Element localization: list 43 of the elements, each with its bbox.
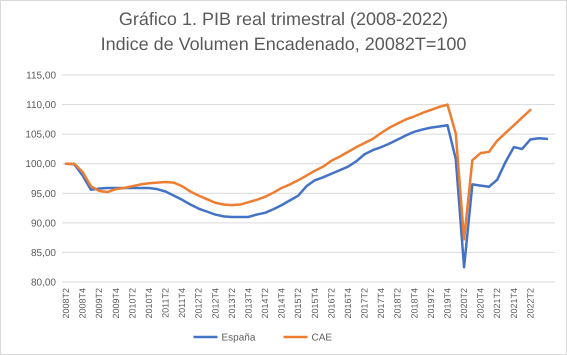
chart-title: Gráfico 1. PIB real trimestral (2008-2022) bbox=[118, 9, 448, 29]
x-tick-label: 2009T4 bbox=[110, 288, 121, 319]
x-tick-label: 2016T4 bbox=[342, 288, 353, 319]
y-tick-label: 95,00 bbox=[30, 188, 56, 200]
x-tick-label: 2015T2 bbox=[293, 288, 304, 319]
x-tick-label: 2010T2 bbox=[127, 288, 138, 319]
x-tick-label: 2010T4 bbox=[144, 288, 154, 319]
legend-label: España bbox=[222, 332, 256, 344]
x-tick-label: 2008T2 bbox=[61, 288, 71, 319]
y-tick-label: 100,00 bbox=[25, 159, 56, 170]
x-tick-label: 2012T2 bbox=[194, 288, 204, 319]
x-tick-label: 2019T4 bbox=[442, 288, 452, 319]
y-tick-label: 105,00 bbox=[25, 130, 56, 141]
x-tick-label: 2014T4 bbox=[276, 288, 287, 319]
x-tick-label: 2012T4 bbox=[210, 288, 220, 319]
x-tick-label: 2017T2 bbox=[360, 288, 370, 319]
x-tick-label: 2015T4 bbox=[310, 288, 320, 319]
x-tick-label: 2021T2 bbox=[492, 288, 502, 319]
y-tick-label: 90,00 bbox=[30, 218, 56, 230]
x-tick-label: 2018T4 bbox=[409, 288, 420, 319]
y-tick-label: 85,00 bbox=[30, 248, 56, 259]
x-tick-label: 2018T2 bbox=[392, 288, 403, 319]
x-tick-label: 2009T2 bbox=[94, 288, 104, 319]
chart-subtitle: Indice de Volumen Encadenado, 20082T=100 bbox=[100, 34, 466, 54]
x-tick-label: 2014T2 bbox=[260, 288, 270, 319]
y-tick-label: 115,00 bbox=[26, 70, 56, 82]
line-series bbox=[64, 124, 548, 268]
x-tick-label: 2008T4 bbox=[78, 288, 88, 319]
x-tick-label: 2016T2 bbox=[326, 288, 336, 319]
x-tick-label: 2011T4 bbox=[177, 288, 188, 318]
x-tick-label: 2013T4 bbox=[243, 288, 254, 319]
x-tick-label: 2011T2 bbox=[160, 288, 171, 318]
y-tick-label: 80,00 bbox=[30, 278, 56, 288]
x-tick-label: 2017T4 bbox=[376, 288, 386, 319]
x-tick-label: 2020T4 bbox=[476, 288, 486, 319]
legend-label: CAE bbox=[312, 332, 332, 344]
x-tick-label: 2021T4 bbox=[508, 288, 519, 319]
x-tick-label: 2022T2 bbox=[525, 288, 536, 319]
x-tick-label: 2019T2 bbox=[426, 288, 436, 319]
x-tick-label: 2020T2 bbox=[459, 288, 470, 319]
x-tick-label: 2013T2 bbox=[226, 288, 237, 319]
line-series bbox=[64, 103, 532, 241]
y-tick-label: 110,00 bbox=[26, 100, 56, 112]
